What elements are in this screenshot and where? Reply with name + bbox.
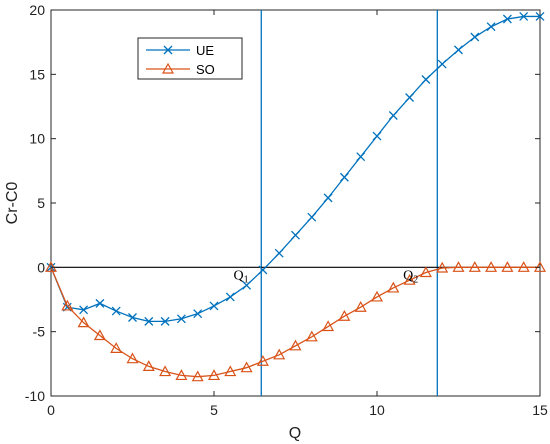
data-point-ue	[128, 313, 137, 322]
annotations: Q1 Q2	[234, 268, 419, 285]
data-point-so	[61, 299, 74, 311]
axis-ticks: 0 5 10 15 -10 -5 0 5 10 15 20	[25, 2, 548, 418]
x-tick-label: 0	[47, 402, 55, 418]
data-point-ue	[323, 193, 333, 203]
data-point-ue	[111, 306, 121, 316]
data-point-so	[370, 290, 384, 302]
data-point-ue	[209, 301, 219, 311]
data-point-ue	[258, 265, 268, 275]
annotation-label: Q1	[234, 268, 249, 285]
data-point-ue	[95, 298, 105, 308]
y-tick-label: 20	[29, 2, 45, 18]
data-point-so	[93, 329, 106, 341]
data-point-so	[256, 355, 269, 366]
data-point-ue	[486, 22, 496, 32]
annotation-base: Q	[234, 268, 244, 283]
data-point-ue	[356, 152, 366, 162]
data-point-so	[452, 261, 465, 272]
series-layer	[44, 11, 547, 382]
data-point-ue	[535, 11, 545, 21]
data-point-so	[501, 261, 514, 272]
data-point-so	[289, 339, 302, 351]
data-point-so	[338, 309, 351, 321]
data-point-so	[159, 365, 172, 377]
data-point-ue	[470, 32, 480, 42]
data-point-so	[322, 320, 335, 332]
data-point-so	[403, 273, 416, 285]
y-axis-label: Cr-C0	[4, 182, 21, 225]
data-point-ue	[421, 75, 431, 84]
y-tick-label: 0	[37, 259, 45, 275]
data-point-ue	[519, 11, 529, 21]
series-markers-ue	[46, 11, 545, 326]
annotation-subscript: 1	[244, 274, 249, 285]
annotation-subscript: 2	[413, 274, 418, 285]
legend: UE SO	[137, 37, 243, 80]
data-point-so	[273, 348, 286, 360]
data-point-so	[240, 361, 253, 373]
reference-lines	[260, 10, 438, 396]
x-tick-label: 10	[369, 402, 385, 418]
data-point-ue	[405, 93, 415, 102]
data-point-ue	[79, 305, 89, 315]
y-tick-label: 15	[29, 66, 45, 82]
annotation-label: Q2	[403, 268, 418, 285]
data-point-so	[354, 300, 367, 312]
data-point-so	[175, 369, 188, 381]
data-point-ue	[372, 131, 382, 141]
legend-label-so: SO	[196, 62, 215, 77]
data-point-so	[305, 330, 318, 342]
legend-marker-ue	[163, 45, 173, 55]
data-point-so	[419, 266, 432, 278]
legend-box	[137, 37, 243, 80]
data-point-ue	[291, 230, 300, 240]
data-point-so	[387, 281, 400, 293]
y-tick-label: -5	[33, 324, 46, 340]
data-point-ue	[307, 212, 317, 222]
x-axis-label: Q	[289, 425, 301, 442]
series-line-so	[50, 266, 540, 378]
data-point-ue	[176, 314, 186, 324]
data-point-ue	[274, 248, 284, 258]
data-point-so	[485, 261, 498, 272]
data-point-ue	[502, 14, 512, 24]
legend-label-ue: UE	[196, 43, 214, 58]
data-point-so	[77, 316, 90, 328]
data-point-ue	[160, 316, 170, 326]
data-point-so	[468, 261, 481, 272]
annotation-base: Q	[403, 268, 413, 283]
data-point-ue	[225, 292, 235, 302]
y-tick-label: -10	[25, 388, 45, 404]
data-point-ue	[144, 316, 154, 326]
data-point-ue	[437, 59, 447, 69]
data-point-so	[126, 352, 139, 364]
data-point-so	[207, 369, 221, 381]
x-tick-label: 15	[532, 402, 548, 418]
data-point-so	[224, 365, 237, 377]
y-tick-label: 5	[37, 195, 45, 211]
data-point-ue	[388, 111, 398, 120]
data-point-so	[110, 342, 123, 353]
data-point-so	[517, 261, 530, 272]
x-tick-label: 5	[210, 402, 218, 418]
data-point-so	[191, 370, 204, 382]
data-point-ue	[454, 45, 463, 55]
data-point-so	[436, 261, 449, 273]
data-point-ue	[193, 309, 203, 319]
data-point-ue	[242, 280, 252, 290]
y-tick-label: 10	[29, 131, 45, 147]
data-point-so	[142, 360, 155, 372]
plot-area	[50, 9, 541, 397]
data-point-ue	[339, 172, 349, 182]
series-markers-so	[44, 261, 547, 382]
plot-frame	[50, 9, 541, 397]
legend-marker-so	[161, 62, 175, 74]
